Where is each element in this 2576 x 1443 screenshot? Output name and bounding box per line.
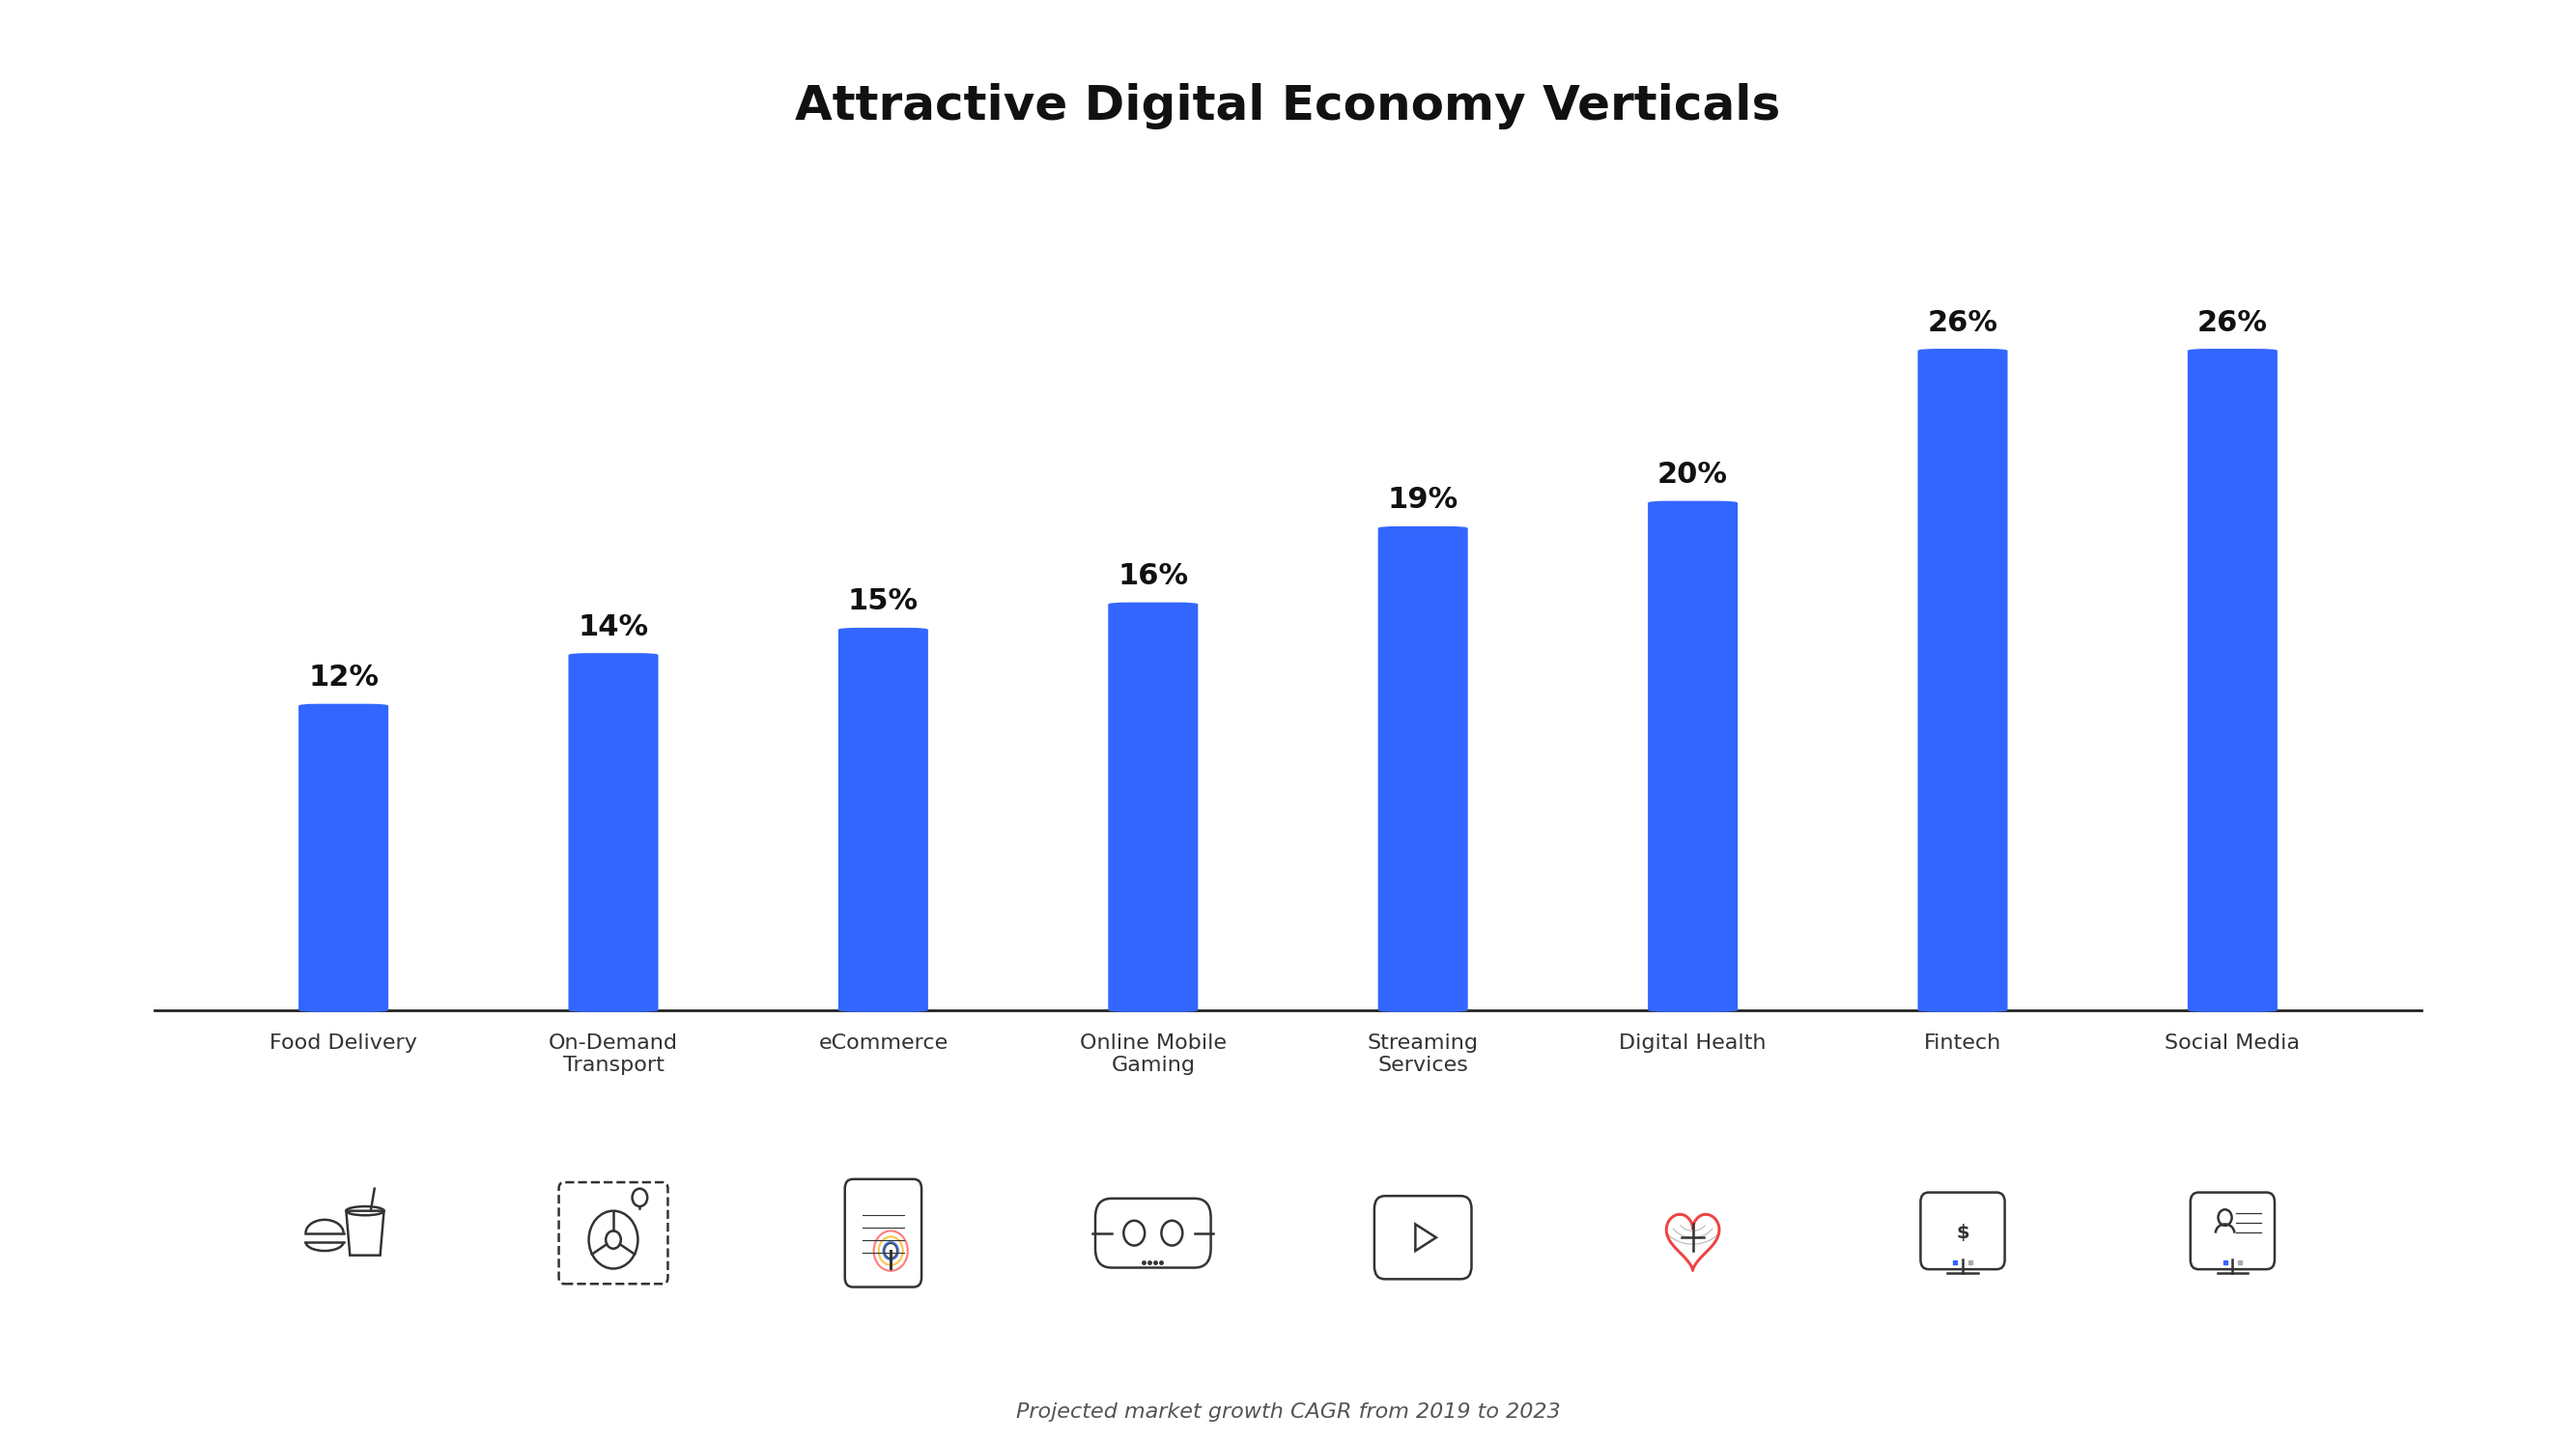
- FancyBboxPatch shape: [1108, 602, 1198, 1012]
- Text: 19%: 19%: [1388, 486, 1458, 514]
- Text: 15%: 15%: [848, 587, 920, 616]
- Text: 20%: 20%: [1656, 460, 1728, 489]
- Text: 26%: 26%: [2197, 309, 2267, 336]
- Text: 16%: 16%: [1118, 563, 1188, 590]
- Title: Attractive Digital Economy Verticals: Attractive Digital Economy Verticals: [796, 82, 1780, 130]
- FancyBboxPatch shape: [1917, 349, 2007, 1012]
- Text: 14%: 14%: [577, 613, 649, 641]
- Text: 26%: 26%: [1927, 309, 1999, 336]
- Text: Projected market growth CAGR from 2019 to 2023: Projected market growth CAGR from 2019 t…: [1015, 1403, 1561, 1421]
- FancyBboxPatch shape: [837, 628, 927, 1012]
- FancyBboxPatch shape: [1378, 527, 1468, 1012]
- FancyBboxPatch shape: [299, 704, 389, 1012]
- Text: 12%: 12%: [309, 664, 379, 691]
- FancyBboxPatch shape: [1649, 501, 1739, 1012]
- FancyBboxPatch shape: [2187, 349, 2277, 1012]
- Text: $: $: [1955, 1224, 1968, 1242]
- FancyBboxPatch shape: [569, 654, 659, 1012]
